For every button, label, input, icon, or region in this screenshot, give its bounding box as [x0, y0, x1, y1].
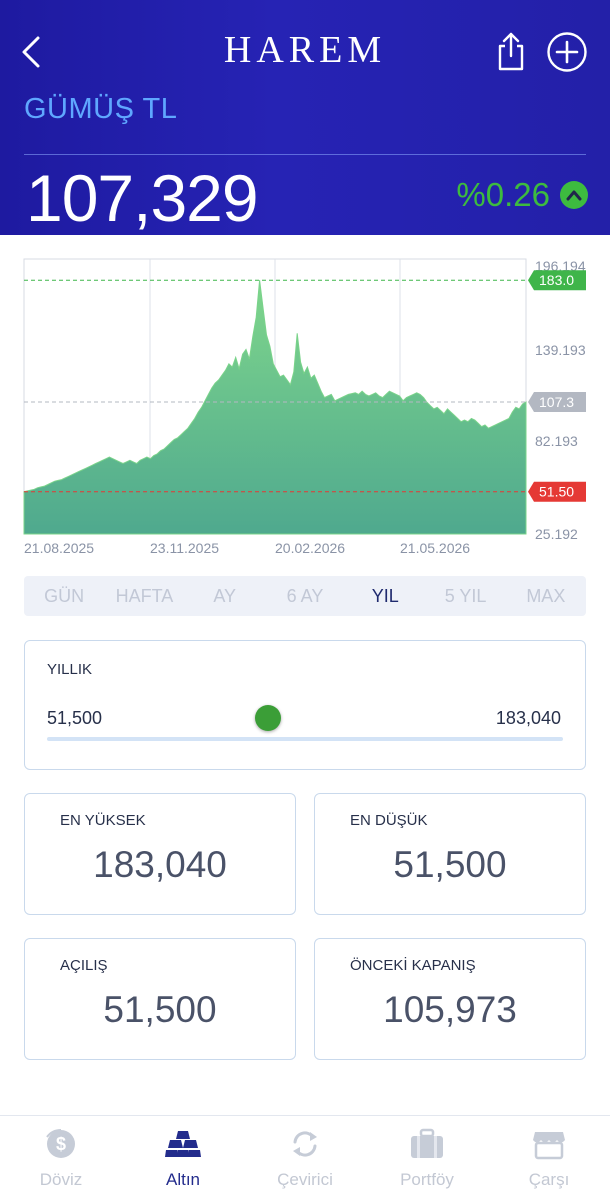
tab-5-years[interactable]: 5 YIL — [444, 585, 487, 606]
stat-card-low: EN DÜŞÜK 51,500 — [314, 793, 586, 915]
x-tick-label: 21.08.2025 — [24, 540, 94, 556]
stat-card-prev-close: ÖNCEKİ KAPANIŞ 105,973 — [314, 938, 586, 1060]
stat-label: ÖNCEKİ KAPANIŞ — [350, 957, 476, 974]
gold-bars-icon — [165, 1126, 201, 1162]
nav-label: Altın — [165, 1170, 201, 1189]
svg-text:107.3: 107.3 — [539, 394, 574, 410]
svg-text:$: $ — [56, 1134, 66, 1154]
back-button[interactable] — [18, 34, 50, 70]
tab-6-months[interactable]: 6 AY — [286, 585, 324, 606]
add-button[interactable] — [546, 31, 588, 73]
y-tick-label: 139.193 — [535, 342, 586, 358]
nav-item-cevirici[interactable]: Çevirici — [244, 1116, 366, 1200]
stat-value: 105,973 — [383, 989, 517, 1030]
range-indicator — [255, 705, 281, 731]
low-tag: 51.50 — [528, 481, 586, 502]
tab-day[interactable]: GÜN — [44, 585, 85, 606]
nav-item-doviz[interactable]: $ Döviz — [0, 1116, 122, 1200]
y-tick-label: 196.194 — [535, 258, 586, 274]
stat-label: AÇILIŞ — [60, 957, 108, 974]
briefcase-icon — [409, 1126, 445, 1162]
price-change: %0.26 — [456, 176, 588, 214]
nav-label: Döviz — [39, 1170, 83, 1189]
price-chart[interactable]: 196.194 139.193 82.193 25.192 21.08.2025… — [0, 250, 610, 560]
arrow-up-icon — [560, 181, 588, 209]
asset-name: GÜMÜŞ TL — [24, 93, 178, 125]
nav-label: Çevirici — [277, 1170, 333, 1189]
range-track — [47, 737, 563, 741]
chevron-left-icon — [22, 36, 40, 68]
x-tick-label: 21.05.2026 — [400, 540, 470, 556]
stat-value: 51,500 — [103, 989, 217, 1030]
stat-label: EN DÜŞÜK — [350, 812, 428, 829]
svg-text:51.50: 51.50 — [539, 484, 574, 500]
header-divider — [24, 154, 586, 155]
brand-logo: HAREM — [223, 29, 387, 71]
range-tabs: GÜN HAFTA AY 6 AY YIL 5 YIL MAX — [24, 576, 586, 616]
stat-value: 183,040 — [93, 844, 227, 885]
y-tick-label: 82.193 — [535, 433, 578, 449]
share-button[interactable] — [496, 30, 526, 72]
yearly-range-card: YILLIK 51,500 183,040 — [24, 640, 586, 770]
header: HAREM GÜMÜŞ TL 107,329 %0.26 — [0, 0, 610, 235]
stat-label: EN YÜKSEK — [60, 812, 146, 829]
price-area — [23, 280, 527, 535]
tab-month[interactable]: AY — [213, 585, 237, 606]
nav-label: Çarşı — [528, 1170, 570, 1189]
yearly-max: 183,040 — [495, 708, 561, 728]
tab-week[interactable]: HAFTA — [115, 585, 174, 606]
nav-item-portfoy[interactable]: Portföy — [366, 1116, 488, 1200]
change-percent: %0.26 — [456, 176, 550, 213]
nav-label: Portföy — [400, 1170, 454, 1189]
x-tick-label: 23.11.2025 — [150, 540, 219, 556]
svg-text:183.0: 183.0 — [539, 272, 574, 288]
y-tick-label: 25.192 — [535, 526, 578, 542]
tab-max[interactable]: MAX — [526, 585, 566, 606]
nav-item-altin[interactable]: Altın — [122, 1116, 244, 1200]
x-tick-label: 20.02.2026 — [275, 540, 345, 556]
stat-value: 51,500 — [393, 844, 507, 885]
stat-card-open: AÇILIŞ 51,500 — [24, 938, 296, 1060]
share-icon — [498, 32, 524, 71]
converter-icon — [287, 1126, 323, 1162]
plus-circle-icon — [547, 32, 587, 72]
yearly-title: YILLIK — [47, 661, 93, 678]
high-tag: 183.0 — [528, 270, 586, 291]
currency-exchange-icon: $ — [43, 1126, 79, 1162]
bottom-nav: $ Döviz Altın Çev — [0, 1115, 610, 1200]
tab-year[interactable]: YIL — [371, 585, 399, 606]
stat-card-high: EN YÜKSEK 183,040 — [24, 793, 296, 915]
nav-item-carsi[interactable]: Çarşı — [488, 1116, 610, 1200]
store-icon — [531, 1126, 567, 1162]
current-tag: 107.3 — [528, 392, 586, 412]
yearly-min: 51,500 — [47, 708, 103, 728]
current-price: 107,329 — [26, 161, 259, 235]
